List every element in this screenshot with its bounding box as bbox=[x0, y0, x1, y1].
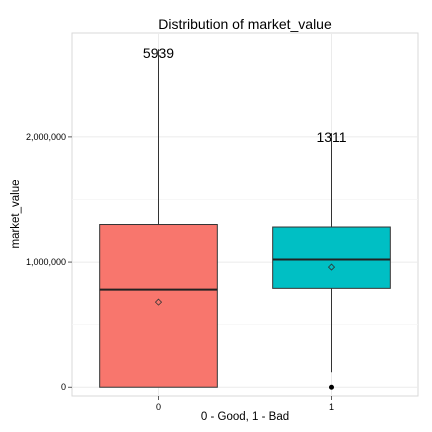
outlier-point bbox=[329, 384, 334, 390]
chart-title: Distribution of market_value bbox=[158, 16, 332, 32]
x-axis-title: 0 - Good, 1 - Bad bbox=[201, 411, 289, 423]
box-body bbox=[99, 224, 218, 388]
x-tick-label: 1 bbox=[329, 402, 334, 412]
boxes: 5939 1311 bbox=[99, 45, 391, 390]
y-tick-label: 2,000,000 bbox=[26, 132, 66, 142]
count-label: 5939 bbox=[143, 45, 174, 61]
count-label: 1311 bbox=[316, 129, 346, 145]
axis-ticks: 0 1,000,000 2,000,000 0 1 bbox=[26, 132, 334, 412]
box-group-1: 1311 bbox=[272, 129, 391, 390]
y-tick-label: 1,000,000 bbox=[26, 257, 66, 267]
box-group-0: 5939 bbox=[99, 45, 218, 388]
mean-marker bbox=[327, 263, 336, 271]
mean-marker bbox=[154, 298, 163, 306]
x-tick-label: 0 bbox=[156, 402, 161, 412]
y-axis-title: market_value bbox=[10, 179, 22, 248]
y-tick-label: 0 bbox=[61, 382, 66, 392]
box-body bbox=[272, 226, 391, 289]
